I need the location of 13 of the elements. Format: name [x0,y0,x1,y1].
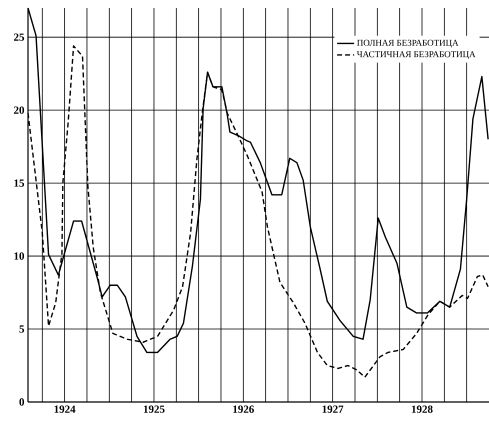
y-tick-label: 10 [14,252,24,260]
y-tick-label: 25 [14,34,24,41]
x-tick-label: 1924 [54,406,76,413]
y-tick-label: 20 [14,106,24,114]
legend-label: ПОЛНАЯ БЕЗРАБОТИЦА [357,40,458,48]
x-tick-label: 1928 [412,406,433,413]
x-tick-label: 1925 [144,406,165,413]
x-tick-label: 1926 [233,406,254,413]
y-tick-label: 0 [19,398,24,406]
x-tick-label: 1927 [322,406,344,413]
y-tick-label: 15 [14,179,24,187]
y-tick-label: 5 [19,325,24,333]
legend-label: ЧАСТИЧНАЯ БЕЗРАБОТИЦА [356,51,476,60]
